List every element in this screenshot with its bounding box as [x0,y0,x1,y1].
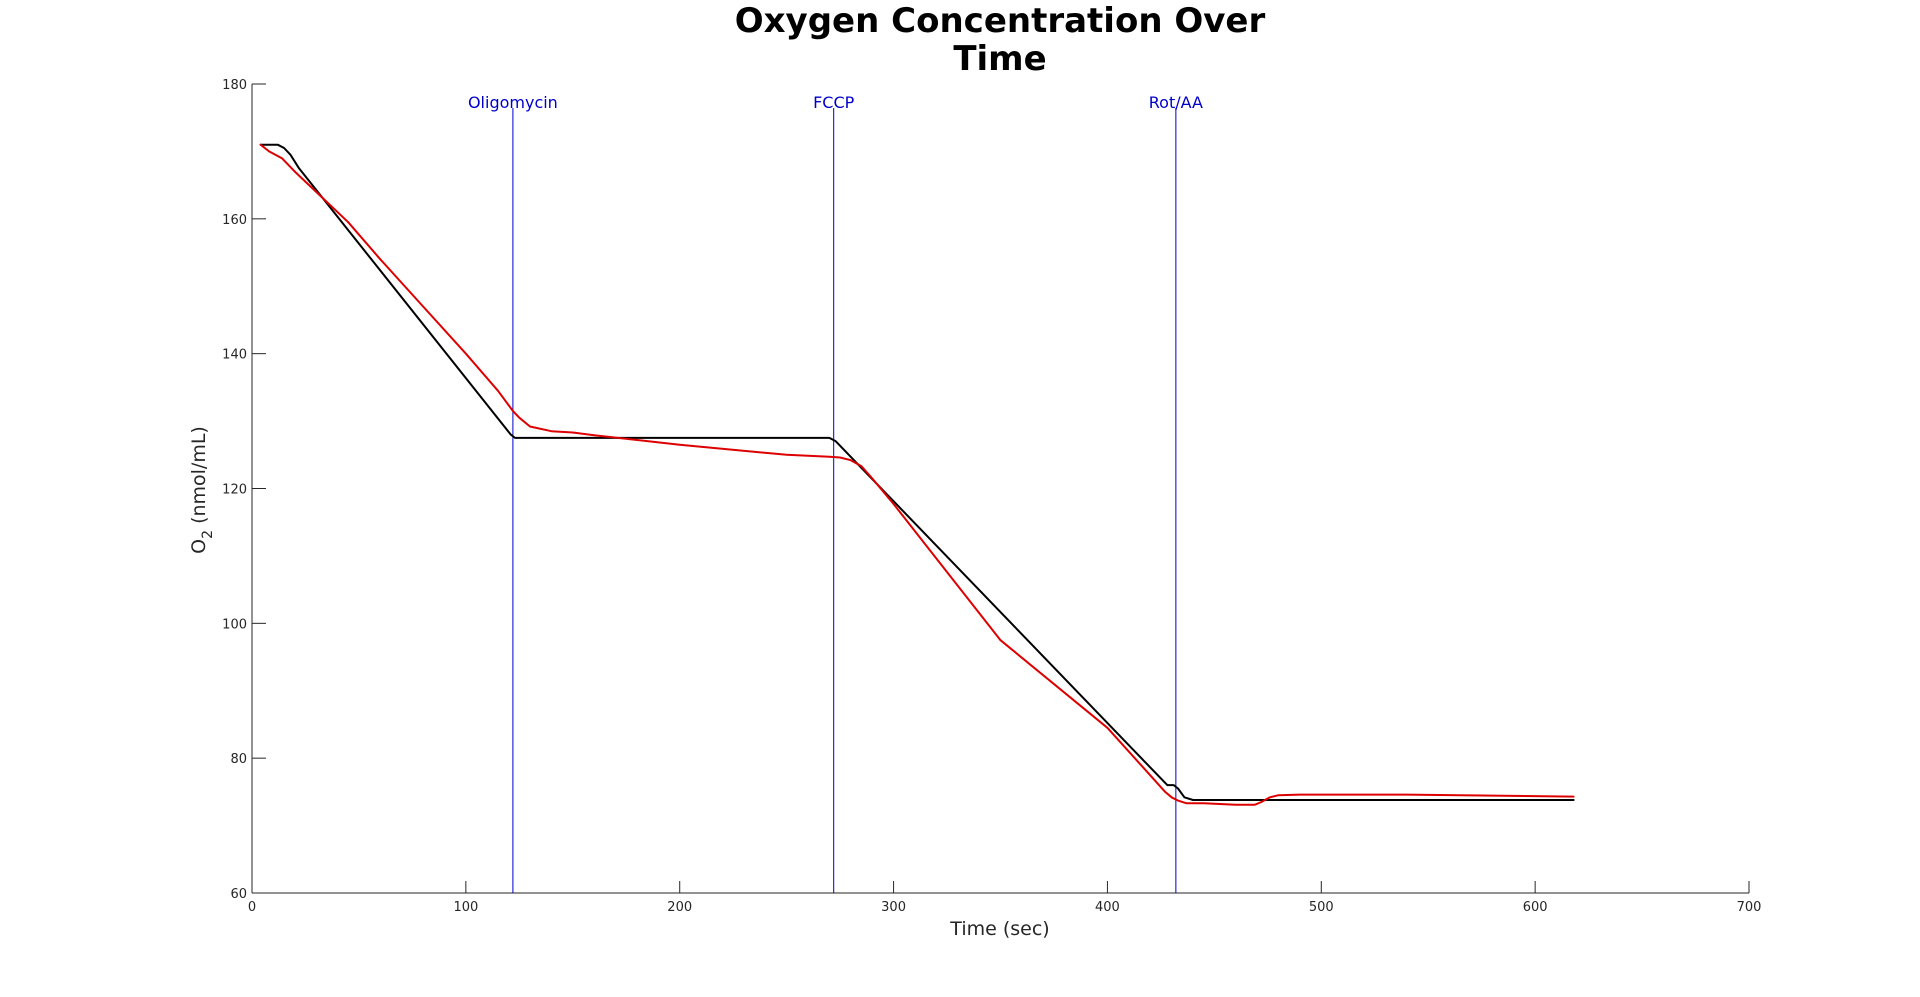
x-tick-group: 0 100 200 300 400 500 600 700 [248,881,1762,915]
x-tick-label: 400 [1095,900,1120,915]
x-tick-label: 0 [248,900,256,915]
series-group [259,143,1575,806]
y-axis-label-rest: (nmol/mL) [188,426,210,530]
series-line [259,143,1575,801]
y-tick-label: 120 [222,483,247,498]
y-axis-label-subscript: 2 [200,530,216,539]
y-tick-group: 60 80 100 120 140 160 180 [222,78,266,902]
y-tick-label: 100 [222,617,247,632]
y-tick-label: 180 [222,78,247,93]
vertical-marker-label: Rot/AA [1149,93,1203,112]
x-tick-label: 200 [667,900,692,915]
x-tick-label: 700 [1737,900,1762,915]
series-line [259,143,1575,806]
chart-title-line-2: Time [953,39,1046,79]
vertical-marker-group: Oligomycin FCCP Rot/AA [468,93,1203,893]
x-axis-label: Time (sec) [949,918,1049,940]
y-tick-label: 140 [222,348,247,363]
y-tick-label: 80 [230,752,247,767]
y-tick-label: 160 [222,213,247,228]
y-tick-label: 60 [230,887,247,902]
x-tick-label: 300 [881,900,906,915]
y-axis-label-main: O [188,539,210,554]
x-tick-label: 500 [1309,900,1334,915]
y-axis-label: O2 (nmol/mL) [188,426,216,554]
vertical-marker-label: FCCP [813,93,855,112]
x-tick-label: 100 [453,900,478,915]
vertical-marker-label: Oligomycin [468,93,558,112]
x-tick-label: 600 [1523,900,1548,915]
chart-title-line-1: Oxygen Concentration Over [735,1,1266,41]
